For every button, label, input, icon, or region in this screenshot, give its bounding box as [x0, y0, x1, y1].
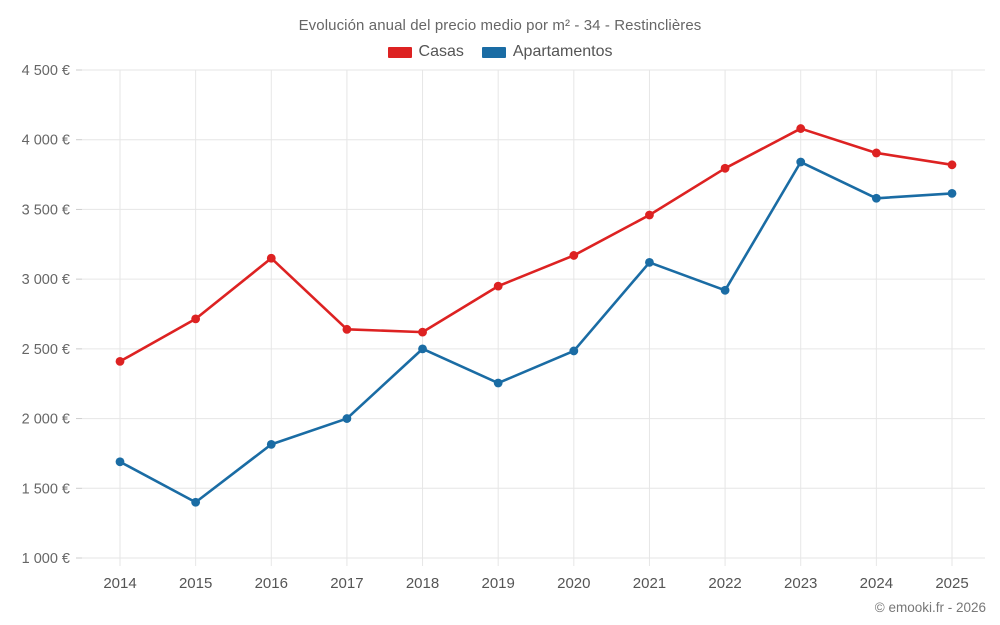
x-axis-tick-label: 2018: [406, 575, 439, 592]
x-axis-tick-label: 2024: [860, 575, 893, 592]
data-point-apartamentos-2015[interactable]: [191, 497, 201, 507]
chart-legend: Casas Apartamentos: [0, 44, 1000, 60]
data-point-apartamentos-2019[interactable]: [493, 378, 503, 388]
x-axis-tick-label: 2022: [708, 575, 741, 592]
x-axis-tick-label: 2023: [784, 575, 817, 592]
data-point-apartamentos-2014[interactable]: [115, 457, 125, 467]
y-axis-tick-label: 4 000 €: [22, 133, 70, 149]
data-point-apartamentos-2023[interactable]: [796, 157, 806, 167]
data-point-apartamentos-2016[interactable]: [266, 439, 276, 449]
data-point-casas-2025[interactable]: [947, 160, 957, 170]
legend-item-casas[interactable]: Casas: [387, 43, 464, 60]
data-point-casas-2023[interactable]: [796, 124, 806, 133]
series-line-casas: [118, 127, 954, 363]
legend-label-casas: Casas: [418, 43, 464, 60]
data-point-casas-2024[interactable]: [871, 148, 881, 158]
x-axis-tick-label: 2017: [330, 575, 363, 592]
legend-item-apartamentos[interactable]: Apartamentos: [481, 43, 613, 60]
y-axis-tick-label: 3 000 €: [22, 272, 70, 288]
series-points: [115, 124, 957, 507]
data-point-apartamentos-2017[interactable]: [342, 414, 352, 423]
chart-title: Evolución anual del precio medio por m² …: [298, 17, 702, 34]
data-point-apartamentos-2025[interactable]: [947, 188, 957, 198]
x-axis-tick-labels: 2014 2015 2016 2017 2018 2019 2020 2021 2022 2023…: [103, 575, 968, 592]
data-point-casas-2019[interactable]: [493, 281, 503, 291]
data-point-casas-2021[interactable]: [645, 210, 654, 220]
data-point-apartamentos-2020[interactable]: [569, 346, 579, 356]
y-axis-tick-label: 2 000 €: [22, 412, 70, 428]
data-point-apartamentos-2022[interactable]: [720, 285, 730, 295]
data-point-casas-2014[interactable]: [115, 357, 125, 366]
data-point-apartamentos-2024[interactable]: [871, 193, 881, 203]
y-axis-tick-marks: [76, 69, 82, 559]
legend-swatch-apartamentos: [481, 46, 506, 58]
y-axis-tick-label: 1 500 €: [22, 481, 70, 497]
data-point-casas-2020[interactable]: [569, 251, 579, 260]
data-point-apartamentos-2018[interactable]: [418, 344, 427, 354]
series-lines: [118, 127, 954, 504]
x-axis-tick-label: 2014: [103, 575, 136, 592]
x-axis-tick-label: 2015: [179, 575, 212, 592]
legend-swatch-casas: [387, 46, 412, 58]
y-axis-tick-label: 1 000 €: [22, 551, 70, 567]
credit-text: © emooki.fr - 2026: [874, 600, 986, 615]
data-point-apartamentos-2021[interactable]: [645, 258, 654, 267]
data-point-casas-2017[interactable]: [342, 324, 352, 334]
y-axis-tick-labels: 1 000 € 1 500 € 2 000 € 2 500 € 3 000 € 3 500…: [22, 63, 70, 567]
x-axis-tick-label: 2020: [557, 575, 590, 592]
y-axis-tick-label: 2 500 €: [22, 342, 70, 358]
data-point-casas-2022[interactable]: [720, 163, 730, 173]
data-point-casas-2018[interactable]: [418, 327, 427, 337]
data-point-casas-2015[interactable]: [191, 314, 201, 324]
x-axis-tick-label: 2019: [481, 575, 514, 592]
x-axis-tick-label: 2025: [935, 575, 968, 592]
y-axis-tick-label: 4 500 €: [22, 63, 70, 79]
x-axis-tick-label: 2021: [633, 575, 666, 592]
data-point-casas-2016[interactable]: [266, 253, 276, 263]
y-axis-tick-label: 3 500 €: [22, 202, 70, 218]
series-line-apartamentos: [118, 160, 954, 504]
legend-label-apartamentos: Apartamentos: [512, 43, 613, 60]
x-axis-tick-label: 2016: [255, 575, 288, 592]
